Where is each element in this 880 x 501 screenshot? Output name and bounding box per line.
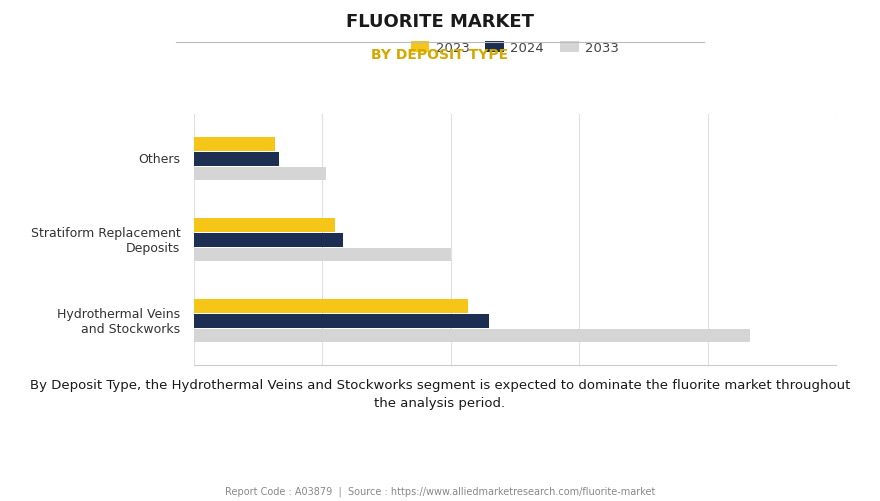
Bar xyxy=(194,248,451,262)
Text: BY DEPOSIT TYPE: BY DEPOSIT TYPE xyxy=(371,48,509,62)
Bar xyxy=(194,233,343,247)
Text: Report Code : A03879  |  Source : https://www.alliedmarketresearch.com/fluorite-: Report Code : A03879 | Source : https://… xyxy=(224,486,656,496)
Bar xyxy=(194,300,467,314)
Bar xyxy=(194,219,335,233)
Legend: 2023, 2024, 2033: 2023, 2024, 2033 xyxy=(406,37,624,60)
Bar xyxy=(194,315,489,328)
Bar xyxy=(194,138,275,152)
Bar xyxy=(194,329,751,343)
Text: By Deposit Type, the Hydrothermal Veins and Stockworks segment is expected to do: By Deposit Type, the Hydrothermal Veins … xyxy=(30,378,850,391)
Text: FLUORITE MARKET: FLUORITE MARKET xyxy=(346,13,534,31)
Bar xyxy=(194,167,326,181)
Text: the analysis period.: the analysis period. xyxy=(374,396,506,409)
Bar xyxy=(194,153,279,166)
